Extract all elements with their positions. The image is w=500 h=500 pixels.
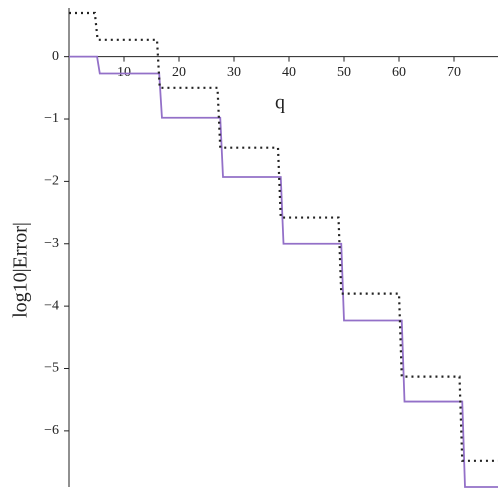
y-tick-label: −1 (44, 111, 59, 126)
x-tick-label: 60 (392, 65, 406, 80)
y-tick-label: −6 (44, 423, 59, 438)
y-tick-label: −2 (44, 174, 59, 189)
y-tick-label: 0 (52, 49, 59, 64)
x-tick-label: 70 (447, 65, 461, 80)
x-tick-label: 10 (117, 65, 131, 80)
series-line (69, 55, 498, 488)
x-tick-label: 30 (227, 65, 241, 80)
y-tick-label: −4 (44, 298, 59, 313)
y-tick-label: −3 (44, 236, 59, 251)
x-tick-label: 50 (337, 65, 351, 80)
y-tick-label: −5 (44, 361, 59, 376)
series-line (69, 11, 498, 462)
x-axis-title: q (275, 92, 285, 114)
x-tick-label: 20 (172, 65, 186, 80)
y-axis-title: log10|Error| (10, 222, 32, 318)
x-tick-label: 40 (282, 65, 296, 80)
